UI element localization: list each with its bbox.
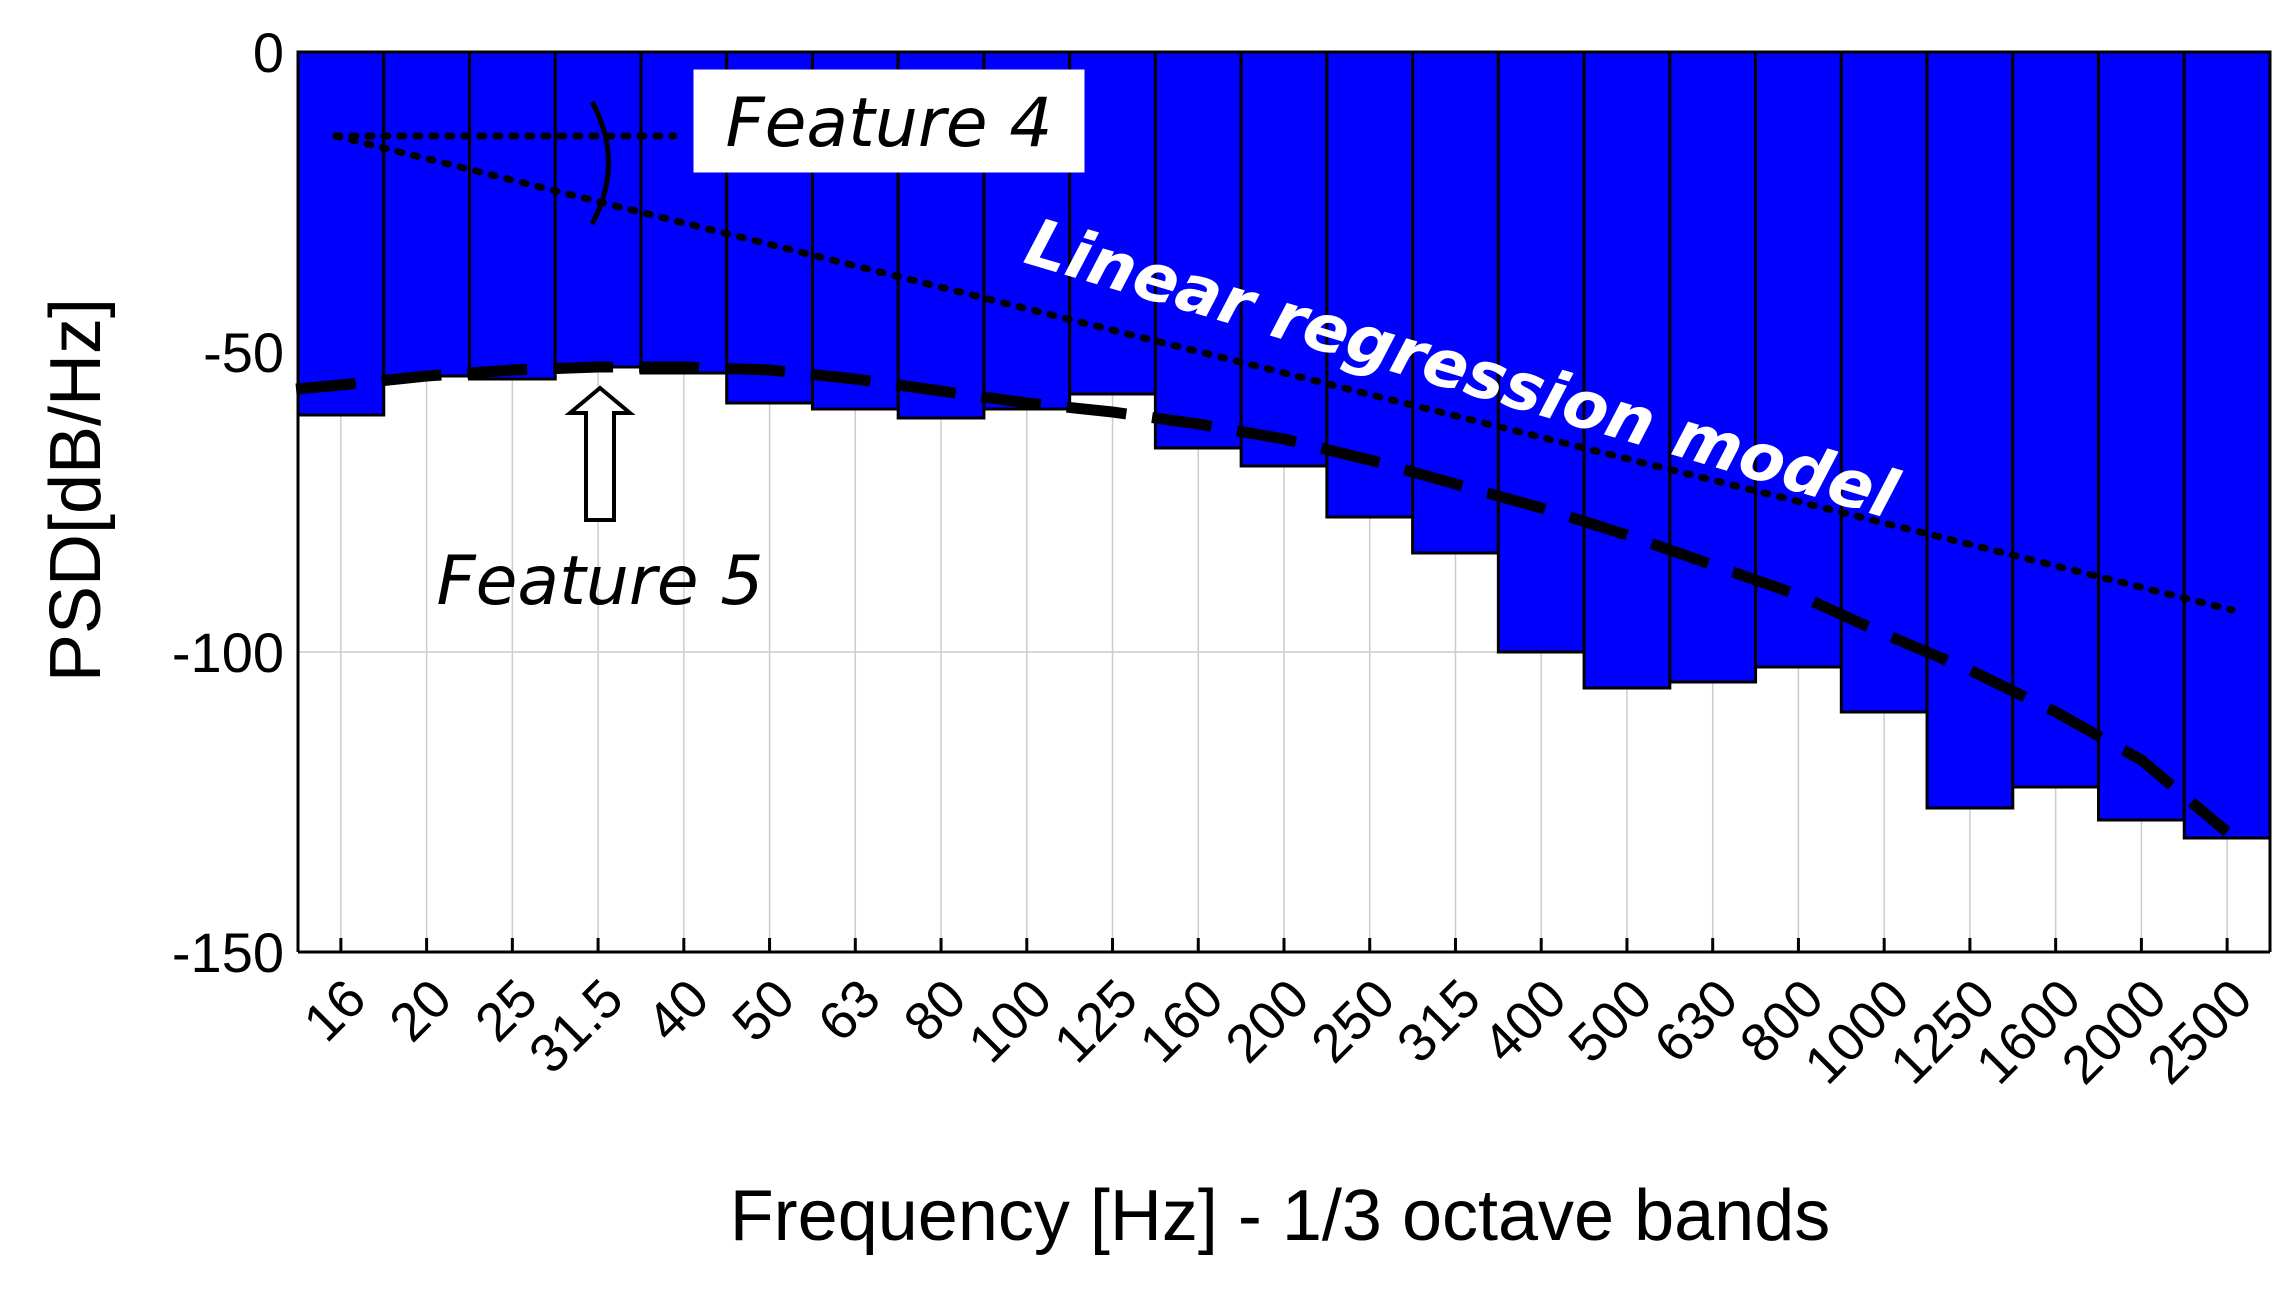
bar-20 xyxy=(382,50,471,378)
x-tick-label: 160 xyxy=(1129,968,1235,1074)
y-tick-label: -100 xyxy=(172,621,284,684)
x-tick-label: 40 xyxy=(635,968,720,1053)
y-tick-label: -150 xyxy=(172,921,284,984)
lines-layer xyxy=(295,132,2236,837)
feature-4-box xyxy=(693,69,1085,173)
bar-800 xyxy=(1754,50,1843,669)
bar-200 xyxy=(1239,50,1329,468)
x-tick-label: 125 xyxy=(1043,968,1149,1074)
x-tick-label: 31.5 xyxy=(518,968,635,1085)
y-tick-label: -50 xyxy=(203,321,284,384)
bar-16 xyxy=(296,50,386,417)
x-tick-label: 20 xyxy=(378,968,463,1053)
feature-5-label: Feature 5 xyxy=(436,542,763,621)
x-axis-label: Frequency [Hz] - 1/3 octave bands xyxy=(730,1176,1831,1256)
bar-250 xyxy=(1325,50,1415,519)
bars-layer xyxy=(296,50,2272,840)
bar-630 xyxy=(1668,50,1758,684)
bar-25 xyxy=(467,50,557,381)
regression-line xyxy=(332,132,2236,614)
bar-2000 xyxy=(2097,50,2186,822)
x-tick-label: 315 xyxy=(1386,968,1492,1074)
x-tick-label: 100 xyxy=(957,968,1063,1074)
feature-5-arrow xyxy=(564,385,636,522)
bar-315 xyxy=(1411,50,1500,555)
bar-1600 xyxy=(2011,50,2101,789)
y-axis-label: PSD[dB/Hz] xyxy=(36,298,116,682)
x-tick-label: 400 xyxy=(1472,968,1578,1074)
x-tick-label: 16 xyxy=(292,968,377,1053)
bar-500 xyxy=(1582,50,1672,690)
x-tick-label: 250 xyxy=(1300,968,1406,1074)
y-tick-label: 0 xyxy=(253,21,284,84)
feature-4-label: Feature 4 xyxy=(725,84,1052,163)
x-tick-label: 630 xyxy=(1643,968,1749,1074)
bar-1250 xyxy=(1925,50,2015,810)
bar-400 xyxy=(1496,50,1586,654)
dashed-trend-line xyxy=(295,361,2231,837)
feature-4-bracket xyxy=(589,100,611,226)
x-tick-label: 200 xyxy=(1214,968,1320,1074)
x-tick-label: 50 xyxy=(721,968,806,1053)
x-tick-label: 63 xyxy=(807,968,892,1053)
x-tick-label: 500 xyxy=(1557,968,1663,1074)
bar-2500 xyxy=(2182,50,2272,840)
bar-1000 xyxy=(1839,50,1929,714)
